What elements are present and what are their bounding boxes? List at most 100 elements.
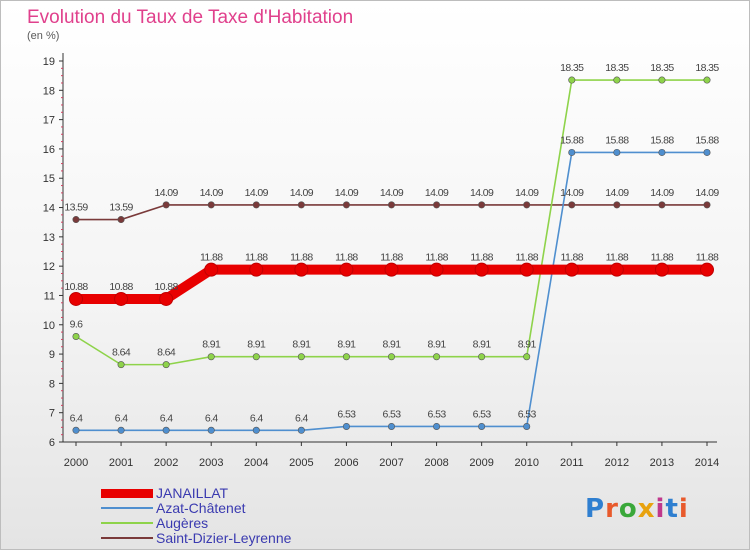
data-point	[294, 262, 309, 277]
data-label: 11.88	[696, 252, 719, 264]
data-label: 18.35	[695, 62, 719, 74]
data-label: 14.09	[335, 187, 359, 199]
data-label: 14.09	[650, 187, 674, 199]
data-label: 6.53	[382, 408, 401, 420]
legend-item-augeres: Augères	[101, 515, 208, 531]
x-tick-label: 2001	[109, 457, 133, 469]
data-point	[249, 262, 264, 277]
data-label: 6.4	[250, 412, 264, 424]
data-point	[387, 353, 395, 361]
x-tick-label: 2008	[424, 457, 448, 469]
data-point	[159, 291, 174, 306]
data-label: 8.64	[157, 347, 176, 359]
data-label: 11.88	[606, 252, 629, 264]
data-label: 15.88	[560, 134, 584, 146]
y-tick-label: 6	[49, 437, 55, 449]
data-label: 11.88	[561, 252, 584, 264]
legend-item-azat-chatenet: Azat-Châtenet	[101, 500, 246, 516]
data-label: 14.09	[560, 187, 584, 199]
data-label: 10.88	[155, 281, 179, 293]
data-label: 14.09	[515, 187, 539, 199]
data-label: 18.35	[650, 62, 674, 74]
data-point	[474, 262, 489, 277]
data-point	[252, 201, 260, 209]
data-point	[72, 426, 80, 434]
data-point	[519, 262, 534, 277]
legend-swatch-augeres	[101, 522, 153, 524]
data-label: 14.09	[380, 187, 404, 199]
data-point	[342, 201, 350, 209]
data-point	[204, 262, 219, 277]
data-point	[613, 201, 621, 209]
data-label: 8.91	[428, 339, 447, 351]
y-tick-label: 8	[49, 378, 55, 390]
data-point	[703, 76, 711, 84]
data-point	[69, 291, 83, 306]
data-label: 6.53	[518, 408, 537, 420]
data-point	[654, 262, 669, 277]
x-tick-label: 2011	[560, 457, 584, 469]
data-label: 14.09	[155, 187, 179, 199]
data-point	[433, 353, 441, 361]
data-point	[297, 353, 305, 361]
data-label: 14.09	[470, 187, 494, 199]
data-point	[297, 201, 305, 209]
data-label: 11.88	[470, 252, 493, 264]
data-label: 8.91	[202, 339, 221, 351]
data-point	[564, 262, 579, 277]
data-point	[658, 148, 666, 156]
x-tick-label: 2003	[199, 457, 223, 469]
data-point	[478, 353, 486, 361]
data-point	[433, 422, 441, 430]
y-tick-label: 19	[43, 56, 55, 68]
data-label: 8.91	[382, 339, 401, 351]
data-point	[162, 361, 170, 369]
legend-label-janaillat: JANAILLAT	[156, 485, 229, 501]
legend-label-augeres: Augères	[156, 515, 209, 531]
data-label: 8.91	[247, 339, 266, 351]
data-point	[342, 353, 350, 361]
y-tick-label: 12	[43, 261, 55, 273]
logo-letter: i	[678, 494, 689, 524]
data-label: 11.88	[245, 252, 268, 264]
data-label: 14.09	[425, 187, 449, 199]
data-point	[523, 353, 531, 361]
data-label: 6.4	[295, 412, 309, 424]
x-tick-label: 2010	[514, 457, 538, 469]
data-label: 15.88	[650, 134, 674, 146]
data-label: 15.88	[695, 134, 719, 146]
data-point	[72, 332, 80, 340]
data-point	[568, 148, 576, 156]
data-label: 11.88	[425, 252, 448, 264]
data-point	[114, 291, 129, 306]
logo-letter: t	[665, 494, 679, 524]
y-tick-label: 17	[43, 115, 55, 127]
data-point	[568, 76, 576, 84]
data-point	[252, 353, 260, 361]
data-label: 18.35	[560, 62, 584, 74]
data-point	[117, 426, 125, 434]
y-tick-label: 13	[43, 232, 55, 244]
data-label: 13.59	[109, 202, 133, 214]
x-tick-label: 2007	[379, 457, 403, 469]
legend-item-janaillat: JANAILLAT	[101, 485, 228, 501]
x-tick-label: 2014	[695, 457, 719, 469]
data-label: 11.88	[335, 252, 358, 264]
data-point	[162, 201, 170, 209]
data-point	[252, 426, 260, 434]
data-label: 18.35	[605, 62, 629, 74]
x-tick-label: 2006	[334, 457, 358, 469]
data-point	[162, 426, 170, 434]
logo-letter: i	[655, 494, 666, 524]
data-point	[478, 201, 486, 209]
proxiti-logo: Proxiti	[585, 494, 689, 524]
data-label: 8.91	[518, 339, 537, 351]
x-tick-label: 2012	[605, 457, 629, 469]
y-tick-label: 11	[44, 290, 55, 302]
data-label: 6.53	[473, 408, 492, 420]
data-point	[117, 361, 125, 369]
x-tick-label: 2009	[469, 457, 493, 469]
data-point	[117, 216, 125, 224]
x-tick-label: 2005	[289, 457, 313, 469]
logo-letter: r	[605, 494, 619, 524]
